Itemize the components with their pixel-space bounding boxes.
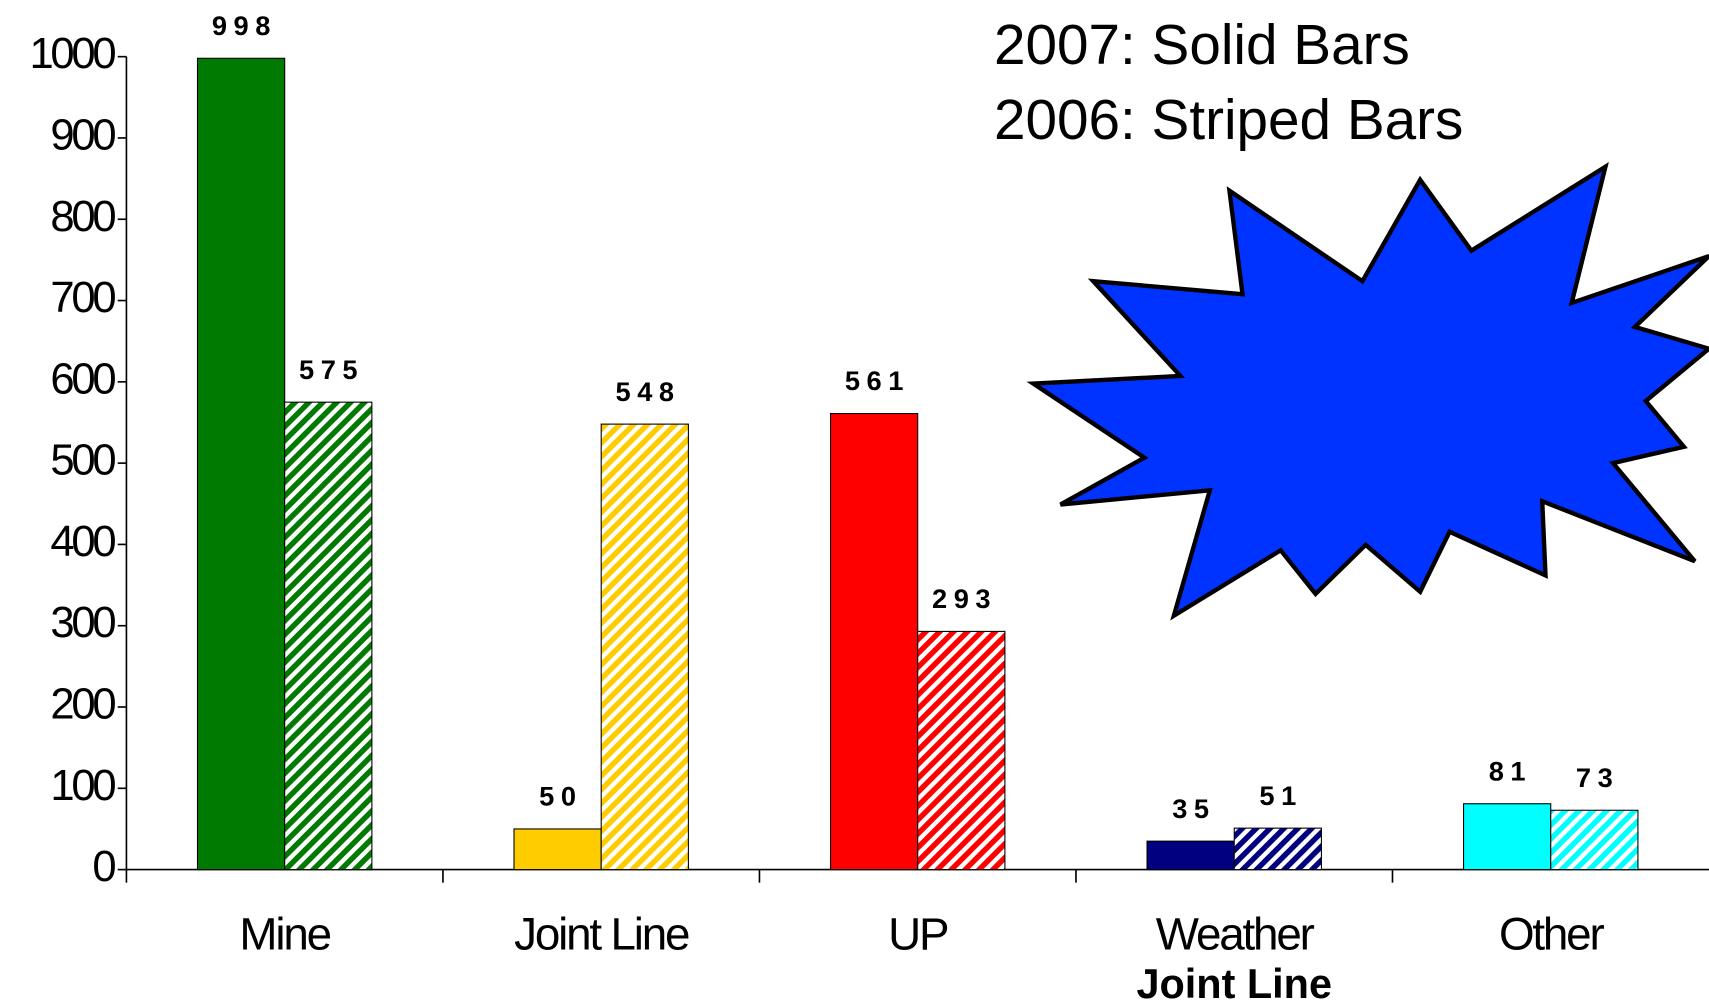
- value-label: 561: [845, 365, 910, 396]
- bar: [1233, 827, 1322, 871]
- value-label: 548: [616, 376, 681, 407]
- y-tick-label: 300: [50, 599, 115, 647]
- bar: [1146, 840, 1235, 871]
- value-label: 35: [1172, 793, 1215, 824]
- x-tick-label: Joint Line: [514, 908, 689, 959]
- bar: [284, 401, 373, 871]
- x-tick-label: Weather: [1156, 908, 1315, 959]
- bar: [917, 630, 1006, 871]
- value-label: 293: [932, 583, 997, 614]
- bar: [829, 413, 919, 871]
- category-note: Joint Line: [1136, 961, 1332, 1007]
- y-tick-label: 200: [50, 681, 115, 729]
- annotation: 2006: Striped Bars: [994, 89, 1463, 152]
- y-tick-label: 600: [50, 355, 115, 403]
- bar: [1550, 809, 1639, 871]
- y-tick-label: 100: [50, 762, 115, 810]
- x-tick-label: Mine: [239, 908, 330, 959]
- y-tick-label: 800: [50, 193, 115, 241]
- value-label: 51: [1259, 780, 1302, 811]
- value-label: 50: [539, 781, 582, 812]
- bar: [600, 423, 689, 871]
- x-tick-label: Other: [1499, 908, 1605, 959]
- y-tick-label: 400: [50, 518, 115, 566]
- y-tick-label: 1000: [29, 30, 115, 78]
- value-label: 998: [212, 10, 277, 41]
- y-tick-label: 700: [50, 274, 115, 322]
- bar: [513, 828, 602, 871]
- annotation: 2007: Solid Bars: [994, 14, 1410, 77]
- value-label: 73: [1576, 762, 1619, 793]
- value-label: 575: [299, 354, 364, 385]
- bar: [1463, 803, 1552, 871]
- x-tick-label: UP: [888, 908, 948, 959]
- starburst: [1026, 162, 1709, 621]
- value-label: 81: [1489, 755, 1532, 786]
- bar: [196, 57, 286, 871]
- y-tick-label: 500: [50, 437, 115, 485]
- y-tick-label: 900: [50, 111, 115, 159]
- y-tick-label: 0: [92, 843, 115, 891]
